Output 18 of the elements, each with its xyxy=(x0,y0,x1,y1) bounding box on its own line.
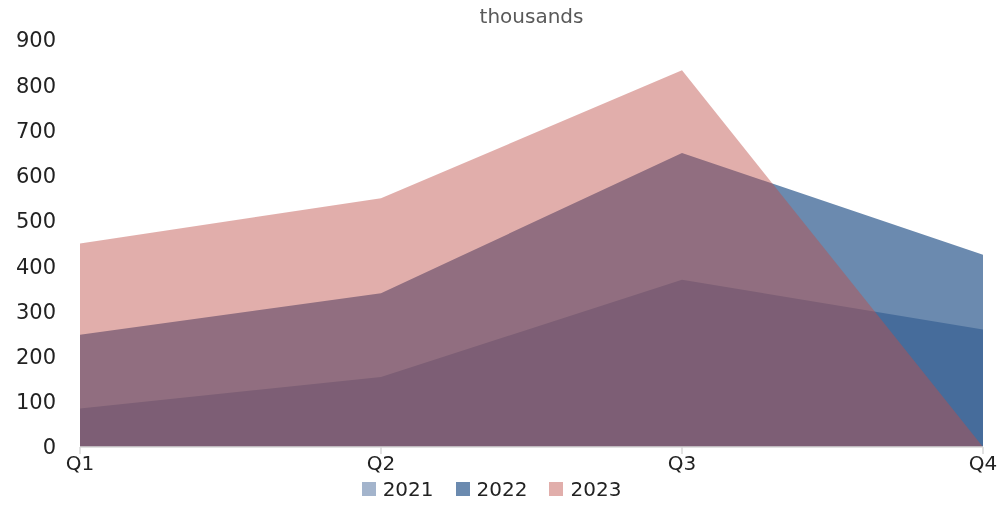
x-tick-label: Q1 xyxy=(65,451,95,476)
y-tick-label: 500 xyxy=(15,209,56,234)
x-tick-label: Q2 xyxy=(366,451,396,476)
y-tick-label: 400 xyxy=(15,254,56,279)
y-tick-label: 700 xyxy=(15,118,56,143)
y-tick-label: 200 xyxy=(15,345,56,370)
legend-label: 2023 xyxy=(570,477,622,501)
y-tick-label: 800 xyxy=(15,73,56,98)
y-tick-label: 300 xyxy=(15,299,56,324)
x-tick-label: Q4 xyxy=(968,451,998,476)
y-tick-label: 600 xyxy=(15,164,56,189)
legend-label: 2022 xyxy=(476,477,528,501)
chart-title: thousands xyxy=(478,4,585,28)
y-tick-label: 900 xyxy=(15,28,56,53)
y-tick-label: 100 xyxy=(15,390,56,415)
legend-label: 2021 xyxy=(382,477,434,501)
x-tick-label: Q3 xyxy=(667,451,697,476)
y-tick-label: 0 xyxy=(42,435,56,460)
